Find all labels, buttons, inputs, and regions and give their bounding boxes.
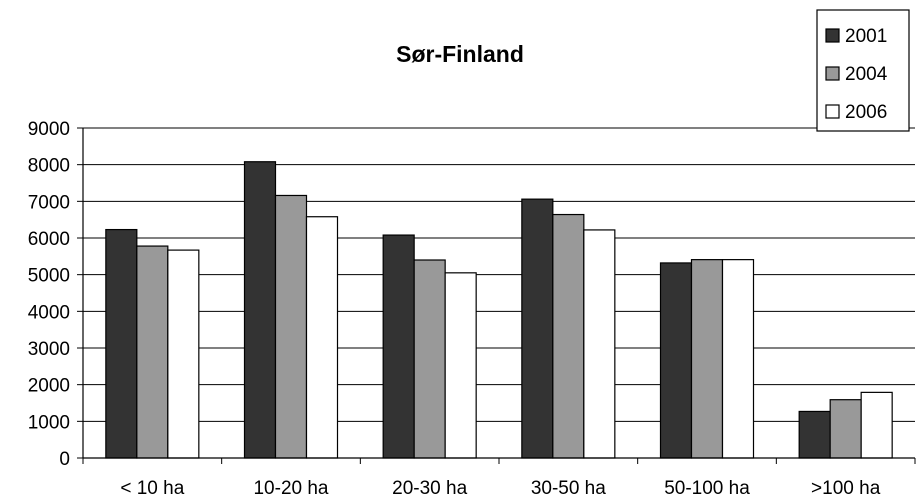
bar-2004-1 [274, 194, 308, 459]
y-tick-label: 4000 [28, 302, 70, 323]
bar-2006-3 [583, 229, 616, 459]
x-tick-label: < 10 ha [120, 478, 184, 499]
bar-2006-2 [444, 272, 477, 459]
x-tick-labels: < 10 ha 10-20 ha 20-30 ha 30-50 ha 50-100 ha… [120, 478, 880, 499]
y-tick-label: 6000 [28, 229, 70, 250]
bar-2004-2 [413, 259, 446, 459]
bar-2004-3 [552, 213, 585, 459]
bar-2006-4 [721, 259, 755, 459]
y-tick-label: 3000 [28, 339, 70, 360]
bars [105, 161, 893, 459]
y-tick-label: 1000 [28, 412, 70, 433]
y-tick-label: 2000 [28, 376, 70, 397]
gridlines [77, 127, 915, 459]
axes [82, 128, 916, 464]
bar-2001-5 [798, 410, 831, 459]
bar-2004-4 [690, 259, 724, 459]
bar-2004-0 [136, 245, 169, 459]
legend-swatch-2001 [825, 28, 840, 43]
bar-2006-1 [305, 216, 339, 459]
legend-label-2006: 2006 [845, 102, 887, 123]
legend-label-2001: 2001 [845, 26, 887, 47]
bar-2006-5 [860, 391, 893, 459]
x-tick-label: >100 ha [811, 478, 881, 499]
bar-2001-1 [243, 161, 277, 459]
x-tick-label: 50-100 ha [664, 478, 750, 499]
legend-swatch-2004 [825, 66, 840, 81]
y-tick-label: 0 [59, 449, 70, 470]
y-tick-label: 5000 [28, 266, 70, 287]
legend-swatch-2006 [825, 104, 840, 119]
bar-2001-2 [382, 234, 415, 459]
bar-2001-4 [659, 262, 693, 459]
chart-title: Sør-Finland [396, 41, 524, 67]
y-tick-label: 9000 [28, 119, 70, 140]
bar-2001-3 [521, 198, 554, 459]
bar-2001-0 [105, 228, 138, 459]
x-tick-label: 20-30 ha [392, 478, 467, 499]
x-tick-label: 30-50 ha [531, 478, 606, 499]
y-tick-labels: 0 1000 2000 3000 4000 5000 6000 7000 8000 9000 [28, 119, 70, 470]
legend: 2001 2004 2006 [816, 9, 910, 132]
bar-2006-0 [167, 249, 200, 459]
y-tick-label: 8000 [28, 156, 70, 177]
x-tick-label: 10-20 ha [253, 478, 328, 499]
bar-2004-5 [829, 399, 862, 459]
legend-label-2004: 2004 [845, 64, 888, 85]
y-tick-label: 7000 [28, 192, 70, 213]
